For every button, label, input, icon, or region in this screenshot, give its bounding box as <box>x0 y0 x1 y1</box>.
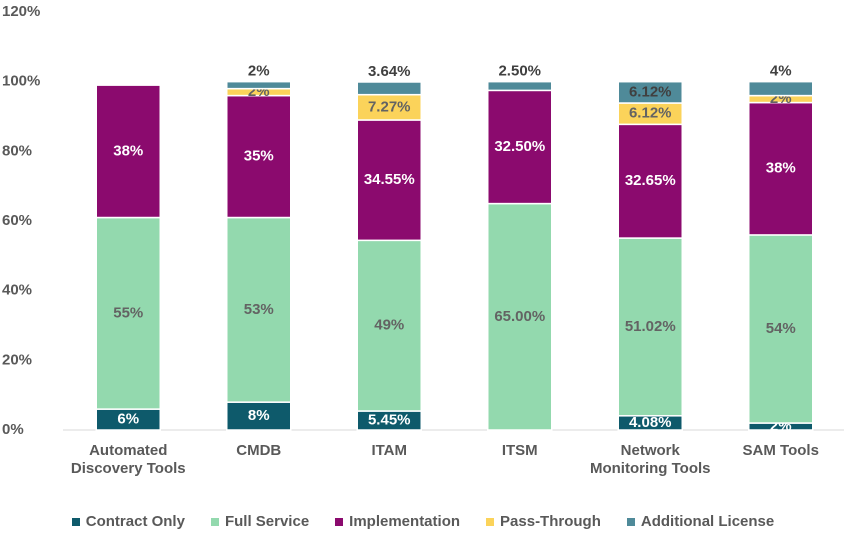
data-label: 49% <box>374 317 404 334</box>
data-label: 8% <box>248 407 270 424</box>
bar-segment <box>617 80 683 104</box>
data-label: 6.12% <box>629 105 672 122</box>
y-tick-label: 60% <box>2 212 32 229</box>
bar-segment <box>226 80 292 90</box>
data-label: 54% <box>766 320 796 337</box>
data-label: 4% <box>770 63 792 80</box>
bar-segment <box>356 119 422 242</box>
legend-label: Full Service <box>224 513 310 530</box>
data-label: 32.65% <box>625 172 676 189</box>
bar-segment <box>356 239 422 412</box>
y-tick-label: 20% <box>2 351 32 368</box>
legend-swatch <box>71 517 80 526</box>
legend: Contract Only Full Service Implementation P… <box>0 513 846 530</box>
x-tick-label: ITAM <box>371 442 408 459</box>
data-label: 32.50% <box>494 138 545 155</box>
legend-item: Pass-Through <box>486 513 601 530</box>
data-label: 2% <box>248 63 270 80</box>
data-label: 4.08% <box>629 414 672 431</box>
legend-item: Full Service <box>210 513 310 530</box>
x-tick-label: Network Monitoring Tools <box>589 442 711 477</box>
bar-segment <box>226 216 292 403</box>
bar-segment <box>748 80 814 97</box>
y-tick-label: 0% <box>2 421 24 438</box>
legend-label: Additional License <box>640 513 775 530</box>
data-label: 65.00% <box>494 308 545 325</box>
bar-segment <box>487 89 553 205</box>
data-label: 2.50% <box>498 63 541 80</box>
data-label: 38% <box>113 142 143 159</box>
bar-segment <box>95 84 161 219</box>
data-label: 38% <box>766 160 796 177</box>
y-tick-label: 120% <box>2 3 40 20</box>
x-tick-label: CMDB <box>236 442 282 459</box>
data-label: 53% <box>244 301 274 318</box>
y-tick-label: 80% <box>2 142 32 159</box>
bar-segment <box>226 401 292 431</box>
legend-item: Implementation <box>335 513 460 530</box>
y-tick-label: 40% <box>2 282 32 299</box>
legend-item: Additional License <box>626 513 775 530</box>
legend-swatch <box>335 517 344 526</box>
bar-segment <box>748 101 814 236</box>
bar-segment <box>487 202 553 431</box>
bar-segment <box>95 216 161 410</box>
data-label: 34.55% <box>364 171 415 188</box>
data-label: 5.45% <box>368 411 411 428</box>
legend-label: Implementation <box>349 513 461 530</box>
bar-segment <box>617 123 683 239</box>
bar-segment <box>748 234 814 424</box>
data-label: 6% <box>117 411 139 428</box>
legend-swatch <box>626 517 635 526</box>
data-label: 7.27% <box>368 98 411 115</box>
data-label: 3.64% <box>368 63 411 80</box>
data-label: 6.12% <box>629 83 672 100</box>
bar-segment <box>487 80 553 92</box>
legend-swatch <box>486 517 495 526</box>
legend-label: Contract Only <box>85 513 185 530</box>
x-tick-label: SAM Tools <box>742 442 819 459</box>
data-label: 35% <box>244 148 274 165</box>
x-tick-label: Automated Discovery Tools <box>70 442 186 477</box>
y-tick-label: 100% <box>2 73 40 90</box>
legend-swatch <box>210 517 219 526</box>
legend-label: Pass-Through <box>500 513 601 530</box>
bar-segment <box>356 81 422 96</box>
legend-item: Contract Only <box>71 513 185 530</box>
bar-segment <box>617 237 683 417</box>
x-tick-label: ITSM <box>501 442 538 459</box>
data-label: 51.02% <box>625 318 676 335</box>
data-label: 55% <box>113 304 143 321</box>
